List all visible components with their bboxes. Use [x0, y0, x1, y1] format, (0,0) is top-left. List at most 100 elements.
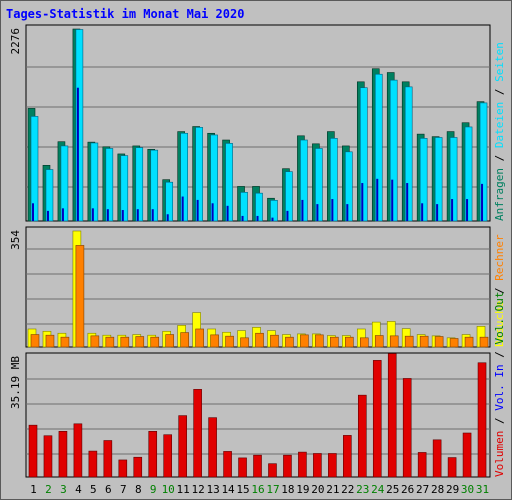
dateien-bar: [479, 102, 488, 222]
seiten-bar: [301, 199, 304, 221]
volumen-bar: [73, 423, 83, 478]
rechner-bar: [285, 336, 294, 348]
x-tick-label: 16: [251, 483, 264, 496]
rechner-bar: [315, 334, 324, 348]
seiten-bar: [61, 208, 64, 221]
dateien-bar: [330, 138, 338, 222]
visits-legend-entry: Rechner: [493, 234, 506, 281]
x-tick-label: 23: [356, 483, 369, 496]
dateien-bar: [419, 138, 428, 222]
volumen-bar: [238, 457, 247, 478]
x-tick-label: 22: [341, 483, 354, 496]
volume-legend-entry: /: [493, 411, 506, 431]
volumen-bar: [477, 362, 487, 478]
x-tick-label: 28: [431, 483, 444, 496]
x-tick-label: 12: [192, 483, 205, 496]
seiten-bar: [151, 209, 154, 221]
seiten-bar: [32, 203, 34, 221]
volumen-bar: [223, 451, 232, 478]
dateien-bar: [389, 79, 398, 222]
seiten-bar: [346, 204, 349, 221]
visits-plot-area: [25, 226, 491, 348]
dateien-bar: [150, 149, 159, 222]
rechner-bar: [225, 335, 234, 348]
seiten-bar: [316, 204, 319, 221]
seiten-bar: [406, 183, 409, 221]
volumen-bar: [328, 453, 337, 478]
seiten-bar: [211, 203, 214, 221]
x-tick-label: 11: [177, 483, 190, 496]
dateien-bar: [195, 127, 203, 222]
volumen-bar: [133, 456, 143, 478]
rechner-bar: [404, 335, 414, 348]
x-tick-label: 13: [206, 483, 219, 496]
rechner-bar: [165, 334, 175, 348]
volumen-bar: [43, 435, 53, 478]
volumen-bar: [208, 417, 217, 478]
x-tick-label: 21: [326, 483, 339, 496]
dateien-bar: [240, 192, 248, 222]
rechner-bar: [120, 336, 130, 348]
seiten-bar: [331, 199, 334, 221]
volumen-bar: [163, 434, 173, 478]
rechner-bar: [330, 336, 339, 348]
seiten-bar: [451, 199, 454, 221]
dateien-bar: [404, 86, 413, 222]
volume-legend-entry: /: [493, 345, 506, 365]
volumen-bar: [253, 454, 262, 478]
seiten-bar: [136, 209, 139, 221]
dateien-bar: [255, 192, 263, 222]
dateien-bar: [135, 147, 144, 222]
dateien-bar: [300, 139, 308, 222]
dateien-bar: [165, 181, 174, 222]
dateien-bar: [285, 171, 293, 222]
volume-legend-entry: Vol. Out: [493, 292, 506, 345]
dateien-bar: [45, 169, 54, 222]
dateien-bar: [449, 137, 458, 222]
rechner-bar: [135, 336, 145, 348]
dateien-bar: [120, 155, 129, 222]
x-tick-label: 15: [236, 483, 249, 496]
rechner-bar: [90, 335, 100, 348]
x-tick-label: 29: [446, 483, 459, 496]
dateien-bar: [90, 142, 99, 222]
requests-ymax-label: 2276: [9, 28, 22, 55]
x-tick-label: 3: [60, 483, 67, 496]
volumen-bar: [283, 454, 292, 478]
x-tick-label: 10: [162, 483, 175, 496]
dateien-bar: [105, 148, 114, 222]
volumen-bar: [357, 394, 367, 478]
visits-legend: Besuche / Rechner: [493, 234, 506, 347]
seiten-bar: [361, 183, 364, 221]
seiten-bar: [76, 87, 79, 221]
rechner-bar: [419, 335, 429, 348]
volumen-bar: [432, 439, 442, 478]
seiten-bar: [466, 199, 469, 221]
x-tick-label: 19: [296, 483, 309, 496]
chart-title: Tages-Statistik im Monat Mai 2020: [6, 7, 245, 21]
x-tick-label: 27: [416, 483, 429, 496]
rechner-bar: [449, 338, 459, 348]
seiten-bar: [106, 209, 109, 221]
rechner-bar: [180, 332, 189, 348]
volumen-bar: [178, 415, 187, 478]
x-tick-label: 24: [371, 483, 385, 496]
volumen-bar: [387, 353, 397, 478]
volumen-bar: [298, 451, 307, 478]
volumen-bar: [118, 459, 128, 478]
x-tick-label: 7: [120, 483, 127, 496]
dateien-bar: [210, 134, 218, 222]
dateien-bar: [374, 73, 383, 222]
x-tick-label: 26: [401, 483, 414, 496]
x-tick-label: 31: [476, 483, 489, 496]
dateien-bar: [345, 151, 353, 222]
seiten-bar: [121, 210, 124, 221]
rechner-bar: [210, 334, 219, 348]
x-tick-label: 25: [386, 483, 399, 496]
requests-legend-entry: Anfragen: [493, 168, 506, 221]
dateien-bar: [359, 87, 368, 222]
x-tick-label: 5: [90, 483, 97, 496]
rechner-bar: [45, 334, 55, 348]
